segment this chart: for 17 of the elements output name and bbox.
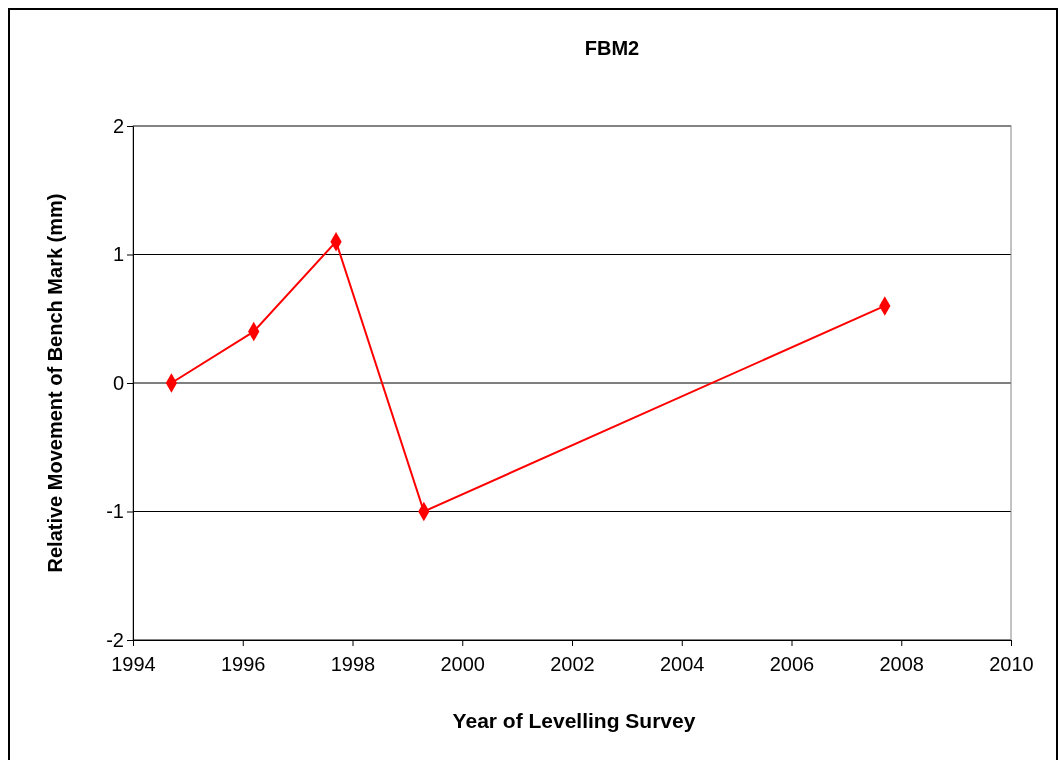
- y-tick-label: 0: [112, 371, 124, 394]
- x-tick-label: 2004: [660, 653, 705, 675]
- y-tick-label: 1: [112, 243, 124, 266]
- x-tick-label: 1998: [330, 653, 376, 675]
- chart-title: FBM2: [584, 37, 640, 59]
- x-tick-label: 1996: [221, 653, 266, 675]
- x-tick-label: 2002: [550, 653, 595, 675]
- x-tick-label: 2008: [879, 653, 924, 675]
- y-tick-label: -1: [106, 500, 124, 523]
- x-tick-label: 2006: [769, 653, 815, 675]
- y-axis-title: Relative Movement of Bench Mark (mm): [44, 193, 66, 573]
- x-tick-label: 2010: [989, 653, 1034, 675]
- x-axis-title: Year of Levelling Survey: [452, 709, 696, 732]
- x-tick-label: 2000: [440, 653, 485, 675]
- y-tick-label: 2: [112, 114, 124, 137]
- y-tick-label: -2: [106, 628, 124, 651]
- x-tick-label: 1994: [111, 653, 156, 675]
